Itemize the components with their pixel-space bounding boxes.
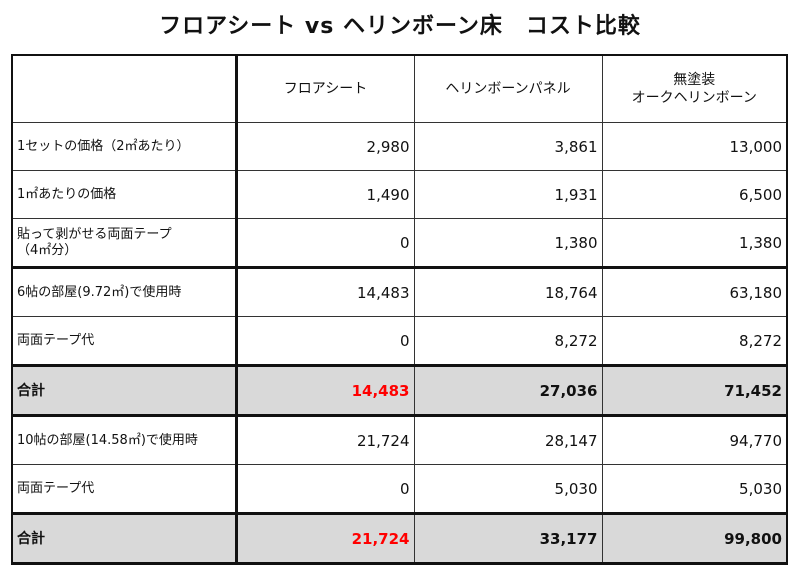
row-label: 両面テープ代: [11, 316, 237, 366]
cost-comparison-table: フロアシート ヘリンボーンパネル 無塗装 オークヘリンボーン 1セットの価格（2…: [11, 54, 788, 565]
row-label: 10帖の部屋(14.58㎡)で使用時: [11, 415, 237, 465]
row-label: 両面テープ代: [11, 464, 237, 514]
total-label: 合計: [11, 364, 237, 417]
cell-floor-sheet: 0: [234, 316, 415, 366]
cell-herringbone-panel: 3,861: [413, 122, 603, 171]
row-label: 1㎡あたりの価格: [11, 170, 237, 219]
table-row: 6帖の部屋(9.72㎡)で使用時 14,483 18,764 63,180: [11, 266, 788, 317]
header-herringbone-panel: ヘリンボーンパネル: [413, 54, 603, 123]
cell-oak-herringbone: 6,500: [601, 170, 788, 219]
cell-floor-sheet: 0: [234, 218, 415, 268]
table-row: 両面テープ代 0 8,272 8,272: [11, 316, 788, 366]
cell-floor-sheet: 1,490: [234, 170, 415, 219]
cell-herringbone-panel: 8,272: [413, 316, 603, 366]
header-floor-sheet: フロアシート: [234, 54, 415, 123]
cell-herringbone-panel: 18,764: [413, 266, 603, 317]
total-row: 合計 14,483 27,036 71,452: [11, 364, 788, 417]
row-label: 6帖の部屋(9.72㎡)で使用時: [11, 266, 237, 317]
table-row: 10帖の部屋(14.58㎡)で使用時 21,724 28,147 94,770: [11, 415, 788, 465]
row-label: 貼って剥がせる両面テープ （4㎡分）: [11, 218, 237, 268]
cell-oak-herringbone: 8,272: [601, 316, 788, 366]
total-herringbone-panel: 33,177: [413, 512, 603, 565]
cell-floor-sheet: 21,724: [234, 415, 415, 465]
cell-floor-sheet: 14,483: [234, 266, 415, 317]
header-empty-cell: [11, 54, 237, 123]
total-herringbone-panel: 27,036: [413, 364, 603, 417]
page-title: フロアシート vs ヘリンボーン床 コスト比較: [159, 14, 641, 39]
table-header-row: フロアシート ヘリンボーンパネル 無塗装 オークヘリンボーン: [11, 54, 788, 123]
cell-herringbone-panel: 28,147: [413, 415, 603, 465]
row-label: 1セットの価格（2㎡あたり）: [11, 122, 237, 171]
table-row: 1セットの価格（2㎡あたり） 2,980 3,861 13,000: [11, 122, 788, 171]
cell-oak-herringbone: 13,000: [601, 122, 788, 171]
total-label: 合計: [11, 512, 237, 565]
cell-oak-herringbone: 1,380: [601, 218, 788, 268]
table-row: 両面テープ代 0 5,030 5,030: [11, 464, 788, 514]
cell-herringbone-panel: 5,030: [413, 464, 603, 514]
cell-floor-sheet: 0: [234, 464, 415, 514]
total-floor-sheet: 21,724: [234, 512, 415, 565]
cell-floor-sheet: 2,980: [234, 122, 415, 171]
total-row: 合計 21,724 33,177 99,800: [11, 512, 788, 565]
total-oak-herringbone: 71,452: [601, 364, 788, 417]
total-oak-herringbone: 99,800: [601, 512, 788, 565]
table-row: 貼って剥がせる両面テープ （4㎡分） 0 1,380 1,380: [11, 218, 788, 268]
table-row: 1㎡あたりの価格 1,490 1,931 6,500: [11, 170, 788, 219]
cell-oak-herringbone: 5,030: [601, 464, 788, 514]
cell-herringbone-panel: 1,931: [413, 170, 603, 219]
total-floor-sheet: 14,483: [234, 364, 415, 417]
header-oak-herringbone: 無塗装 オークヘリンボーン: [601, 54, 788, 123]
cell-oak-herringbone: 63,180: [601, 266, 788, 317]
cell-herringbone-panel: 1,380: [413, 218, 603, 268]
cell-oak-herringbone: 94,770: [601, 415, 788, 465]
header-oak-line1: 無塗装: [673, 72, 716, 88]
header-oak-line2: オークヘリンボーン: [631, 90, 757, 106]
